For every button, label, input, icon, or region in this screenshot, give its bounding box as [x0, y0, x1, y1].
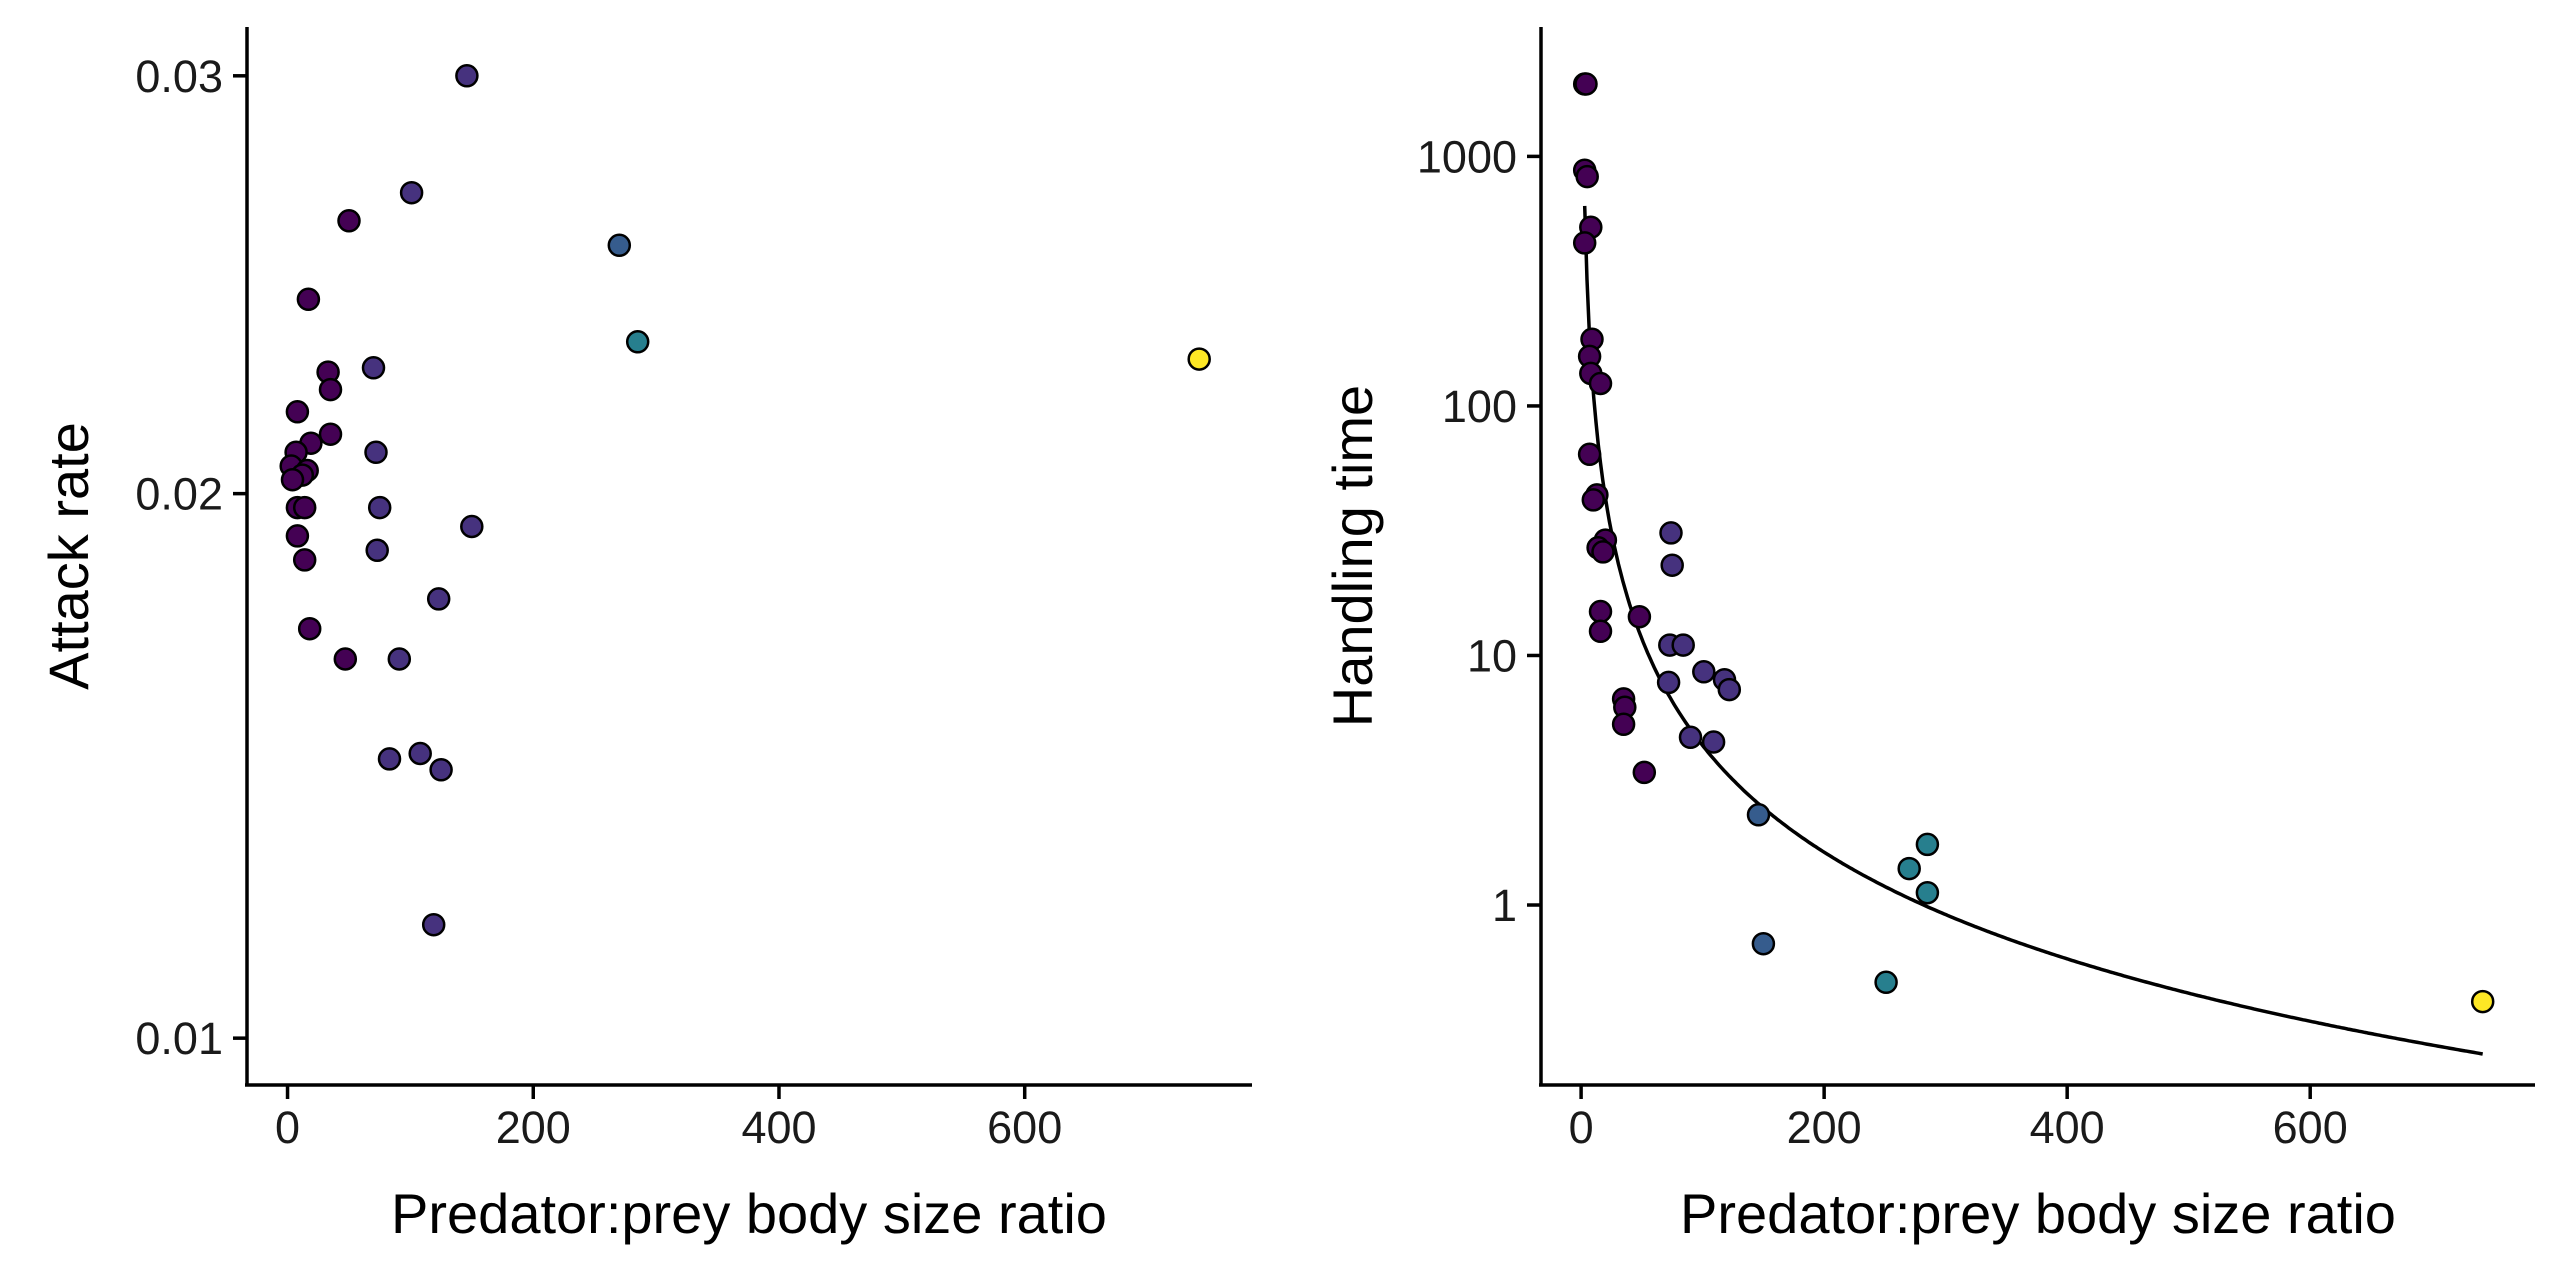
data-point: [280, 467, 305, 492]
data-point: [337, 209, 361, 233]
data-point: [377, 747, 402, 771]
data-point: [292, 495, 317, 520]
data-point: [1671, 633, 1695, 657]
point-layer: [1572, 72, 2495, 1014]
data-point: [1717, 677, 1742, 702]
data-point: [1897, 856, 1921, 881]
data-point: [292, 548, 317, 572]
data-point: [285, 400, 310, 424]
tick-layer: 0 200 400 600 0.01 0.02 0.03: [135, 51, 1062, 1153]
data-point: [1915, 832, 1940, 857]
data-point: [1577, 442, 1602, 467]
x-tick-label: 0: [275, 1102, 300, 1153]
data-point: [1187, 347, 1211, 371]
data-point: [361, 356, 386, 380]
data-point: [367, 495, 392, 520]
y-tick-label: 1: [1492, 880, 1517, 931]
x-tick-label: 200: [1787, 1102, 1862, 1153]
data-point: [1627, 604, 1652, 629]
data-point: [364, 440, 388, 465]
data-point: [1572, 231, 1597, 255]
data-point: [1591, 540, 1615, 564]
data-point: [421, 912, 446, 937]
y-tick-label: 1000: [1417, 131, 1517, 182]
data-point: [1588, 371, 1613, 396]
data-point: [1701, 730, 1726, 754]
data-point: [1632, 760, 1657, 785]
x-tick-label: 200: [496, 1102, 571, 1153]
data-point: [1581, 488, 1606, 512]
data-point: [2470, 989, 2495, 1014]
y-axis-title: Attack rate: [37, 422, 100, 690]
data-point: [1656, 670, 1681, 695]
x-tick-label: 400: [2030, 1102, 2105, 1153]
x-tick-label: 0: [1569, 1102, 1594, 1153]
data-point: [408, 741, 432, 766]
attack-rate-panel: 0 200 400 600 0.01 0.02 0.03 Attack rate Preda…: [37, 27, 1252, 1245]
data-point: [1588, 619, 1613, 644]
data-point: [296, 287, 321, 312]
y-tick-label: 0.01: [135, 1013, 223, 1064]
x-axis-title: Predator:prey body size ratio: [1680, 1182, 2396, 1245]
data-point: [1574, 72, 1598, 96]
data-point: [1746, 803, 1771, 827]
x-tick-label: 400: [741, 1102, 816, 1153]
data-point: [297, 616, 322, 641]
data-point: [607, 233, 632, 258]
y-tick-label: 100: [1442, 381, 1517, 432]
y-tick-label: 0.02: [135, 469, 223, 520]
y-tick-label: 0.03: [135, 51, 223, 102]
data-point: [365, 538, 389, 563]
data-point: [1678, 725, 1703, 750]
data-point: [455, 64, 479, 88]
data-point: [399, 180, 424, 205]
data-point: [1611, 712, 1636, 737]
y-tick-label: 10: [1467, 630, 1517, 681]
data-point: [1915, 880, 1940, 905]
data-point: [1659, 521, 1683, 545]
data-point: [1575, 164, 1599, 189]
x-axis-title: Predator:prey body size ratio: [391, 1182, 1107, 1245]
data-point: [285, 524, 310, 548]
data-point: [318, 377, 343, 402]
data-point: [318, 422, 343, 446]
data-point: [333, 647, 358, 671]
handling-time-panel: 0 200 400 600 1 10 100 1000 Handling time Preda…: [1321, 27, 2535, 1245]
data-point: [429, 758, 453, 782]
data-point: [1692, 660, 1716, 684]
x-tick-label: 600: [2273, 1102, 2348, 1153]
tick-layer: 0 200 400 600 1 10 100 1000: [1417, 131, 2348, 1153]
power-law-fit-line: [1582, 205, 2484, 1056]
point-layer: [279, 64, 1211, 937]
x-tick-label: 600: [987, 1102, 1062, 1153]
data-point: [1751, 931, 1776, 956]
data-point: [1660, 553, 1684, 577]
data-point: [460, 514, 484, 539]
data-point: [1588, 599, 1613, 624]
data-point: [426, 587, 451, 611]
y-axis-title: Handling time: [1321, 385, 1384, 727]
data-point: [387, 647, 412, 671]
data-point: [625, 330, 650, 354]
data-point: [1874, 970, 1898, 995]
